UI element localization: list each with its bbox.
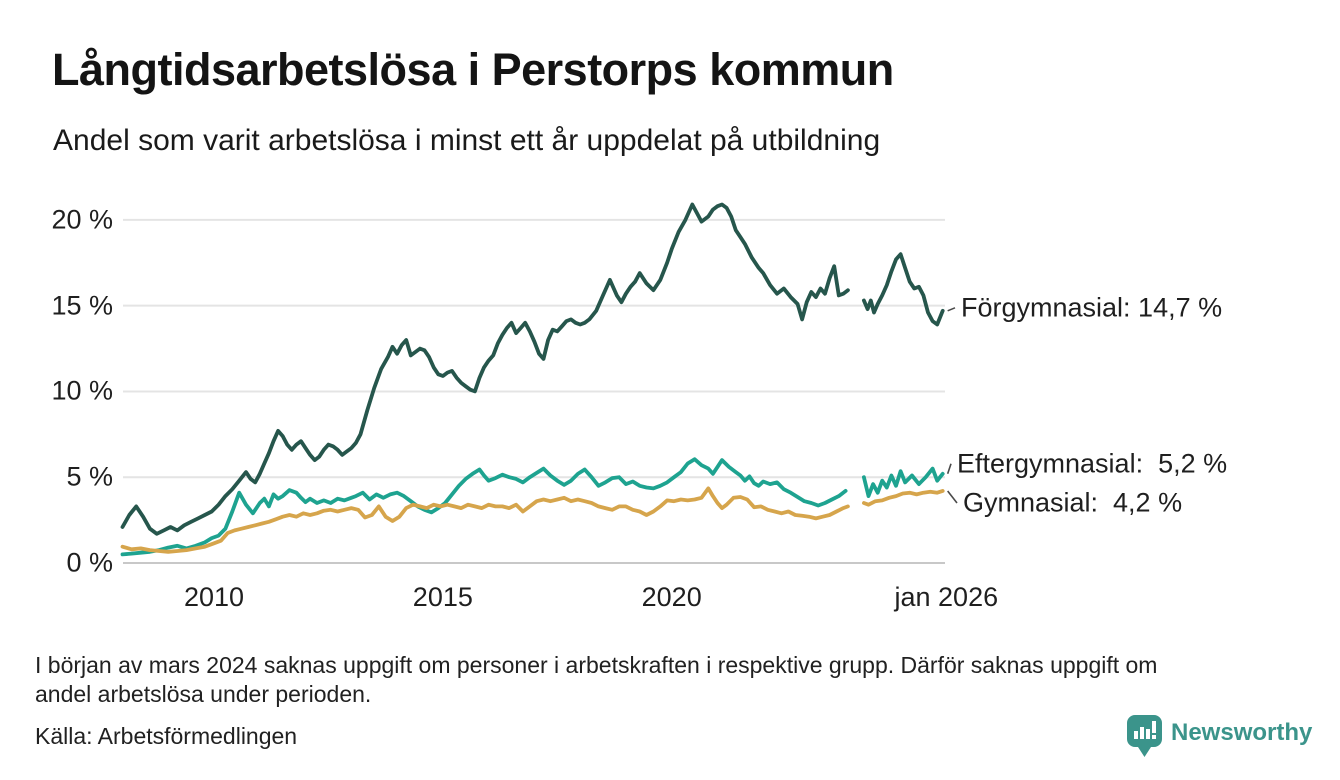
x-tick-label: jan 2026 [894,582,999,612]
chart-line-gymnasial [120,486,850,554]
chart-subtitle: Andel som varit arbetslösa i minst ett å… [53,124,881,157]
source-note: Källa: Arbetsförmedlingen [35,723,298,749]
newsworthy-pin-bars-icon [1127,715,1162,757]
y-tick-label: 0 % [66,547,113,578]
chart-line-eftergymnasial [862,466,945,498]
chart-line-gymnasial [862,489,945,507]
y-tick-label: 5 % [66,461,113,492]
series-label-forgymnasial: Förgymnasial: 14,7 % [961,292,1223,323]
newsworthy-wordmark: Newsworthy [1171,719,1313,746]
page-title: Långtidsarbetslösa i Perstorps kommun [52,44,894,95]
y-tick-label: 10 % [51,375,113,406]
chart-line-forgymnasial [862,252,945,327]
label-connector [947,490,958,504]
series-label-gymnasial: Gymnasial: 4,2 % [963,487,1183,518]
footnote: I början av mars 2024 saknas uppgift om … [35,651,1157,709]
footnote-line-2: andel arbetslösa under perioden. [35,681,372,707]
x-tick-label: 2010 [183,582,245,612]
newsworthy-logo: Newsworthy [1127,714,1312,758]
footnote-line-1: I början av mars 2024 saknas uppgift om … [35,652,1158,678]
chart-line-eftergymnasial [120,457,848,557]
series-label-eftergymnasial: Eftergymnasial: 5,2 % [957,448,1228,479]
y-tick-label: 20 % [51,204,113,235]
chart-line-forgymnasial [120,202,850,536]
label-connector [947,307,956,312]
y-tick-label: 15 % [51,290,113,321]
x-tick-label: 2015 [412,582,473,612]
label-connector [946,463,952,475]
x-tick-label: 2020 [641,582,702,612]
